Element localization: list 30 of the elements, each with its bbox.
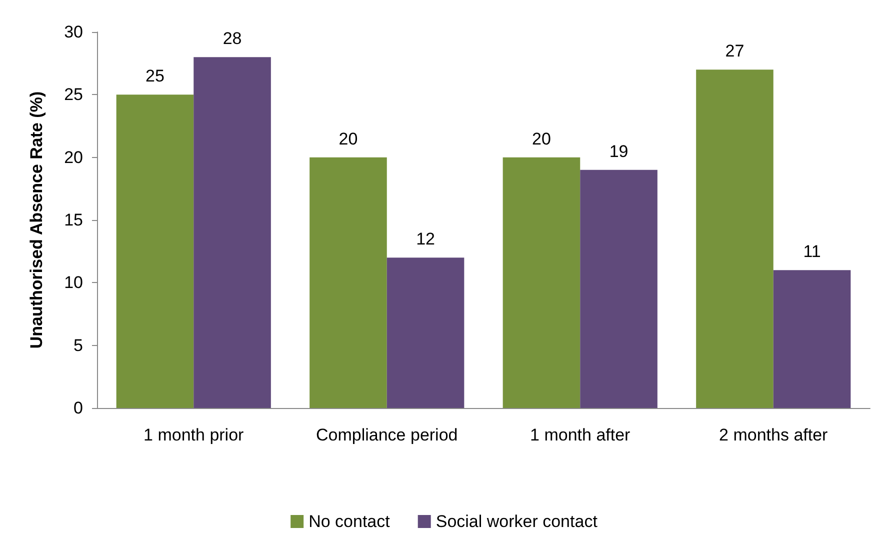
bar — [386, 258, 464, 408]
bar — [116, 94, 194, 408]
data-label: 12 — [416, 230, 435, 249]
y-tick-label: 30 — [64, 22, 83, 42]
bar — [580, 170, 658, 408]
bar — [310, 157, 387, 408]
x-tick-label: Compliance period — [316, 426, 458, 444]
y-axis-title: Unauthorised Absence Rate (%) — [27, 91, 46, 349]
data-label: 20 — [532, 129, 551, 148]
data-label: 27 — [725, 42, 744, 61]
x-tick-label: 1 month prior — [144, 426, 244, 444]
bar — [194, 57, 271, 408]
data-label: 28 — [222, 29, 242, 48]
x-tick-label: 2 months after — [719, 426, 828, 444]
legend-label: Social worker contact — [436, 512, 598, 531]
data-label: 11 — [803, 242, 821, 262]
y-tick-label: 10 — [64, 273, 83, 292]
bar — [773, 270, 851, 408]
y-tick-label: 0 — [74, 398, 83, 418]
y-tick-label: 20 — [64, 148, 83, 167]
x-tick-label: 1 month after — [530, 426, 631, 444]
legend-label: No contact — [308, 512, 390, 531]
data-label: 20 — [338, 129, 358, 148]
y-tick-label: 25 — [64, 85, 83, 104]
data-label: 19 — [609, 142, 628, 161]
bar — [696, 70, 774, 408]
bar — [502, 157, 580, 408]
y-tick-label: 5 — [74, 336, 83, 355]
y-tick-label: 15 — [64, 210, 83, 230]
data-label: 25 — [146, 66, 164, 86]
